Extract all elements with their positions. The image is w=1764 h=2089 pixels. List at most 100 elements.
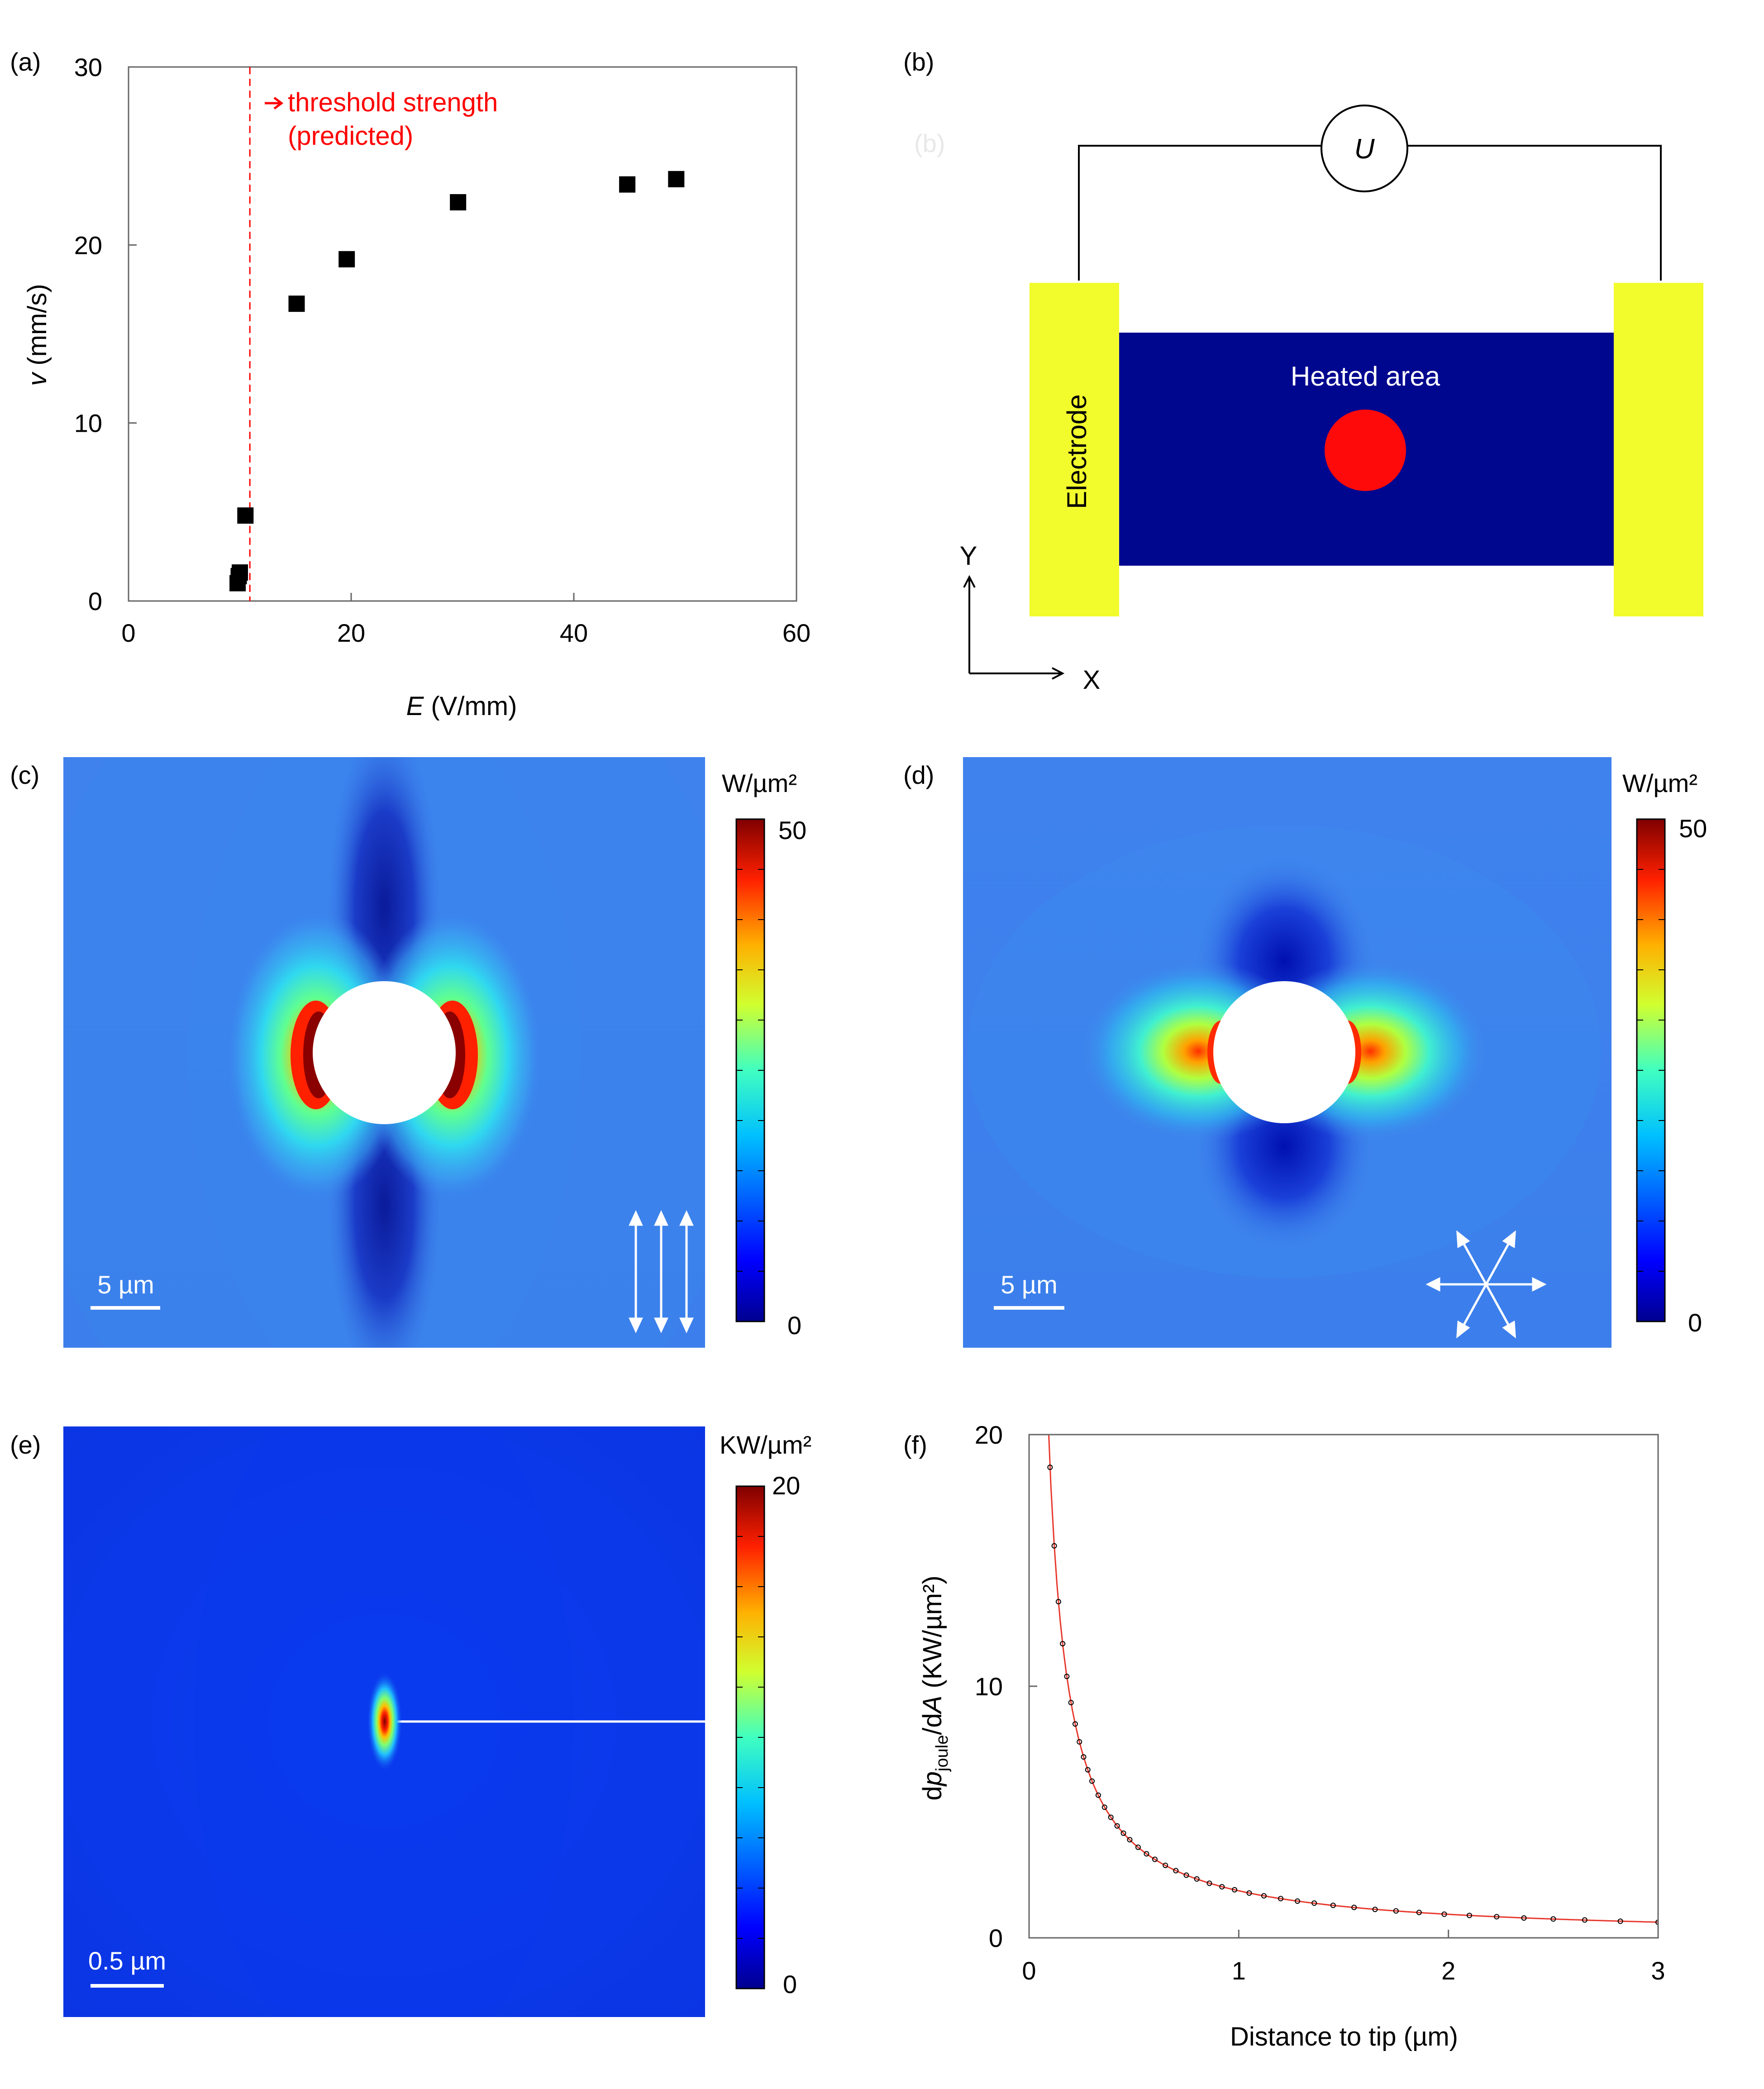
x-tick-label: 0 bbox=[1022, 1956, 1036, 1985]
colorbar-min: 0 bbox=[783, 1970, 797, 1998]
data-point bbox=[1085, 1767, 1091, 1773]
data-point bbox=[232, 564, 248, 581]
panel-f-plot-frame bbox=[1028, 1434, 1659, 1939]
y-tick-label: 10 bbox=[975, 1672, 1003, 1701]
data-point bbox=[1261, 1893, 1267, 1899]
heated-area-spot bbox=[1325, 410, 1406, 491]
panel-a-y-ticks: 0 10 20 30 bbox=[74, 53, 137, 615]
colorbar-unit: KW/µm² bbox=[720, 1431, 811, 1459]
panel-d-field-map: (d) 5 µm W/µm² 50 0 bbox=[903, 757, 1707, 1348]
data-point bbox=[1051, 1543, 1057, 1549]
fit-curve bbox=[1048, 1435, 1658, 1923]
colorbar-ticks bbox=[1637, 869, 1665, 1272]
data-point bbox=[1135, 1844, 1141, 1850]
colorbar-min: 0 bbox=[1688, 1308, 1702, 1337]
data-point bbox=[1068, 1700, 1074, 1706]
inclusion-particle bbox=[313, 981, 456, 1124]
panel-d-heatmap bbox=[963, 757, 1611, 1348]
scalebar-label: 5 µm bbox=[97, 1270, 154, 1299]
data-point bbox=[1246, 1890, 1252, 1896]
data-point bbox=[1550, 1916, 1556, 1922]
axis-x-label: X bbox=[1083, 665, 1101, 695]
panel-a-label: (a) bbox=[10, 48, 41, 76]
colorbar-min: 0 bbox=[787, 1311, 801, 1340]
colorbar-ticks bbox=[736, 1536, 764, 1939]
voltage-source-symbol bbox=[1321, 105, 1408, 192]
data-point bbox=[1173, 1868, 1179, 1874]
data-point bbox=[1095, 1792, 1101, 1798]
x-tick-label: 60 bbox=[782, 619, 810, 647]
data-point bbox=[1081, 1754, 1087, 1760]
data-point bbox=[1144, 1851, 1149, 1857]
data-point bbox=[1311, 1900, 1317, 1906]
data-point bbox=[1120, 1830, 1126, 1836]
axis-y-label: Y bbox=[960, 541, 977, 571]
data-point bbox=[1127, 1837, 1133, 1843]
panel-d-label: (d) bbox=[903, 761, 934, 789]
panel-a-x-axis-label: E (V/mm) bbox=[406, 692, 517, 721]
panel-b-ghost-label: (b) bbox=[914, 129, 945, 157]
scalebar-label: 5 µm bbox=[1001, 1270, 1058, 1299]
data-point bbox=[1617, 1918, 1623, 1924]
x-tick-label: 2 bbox=[1441, 1956, 1455, 1985]
data-point bbox=[1152, 1856, 1158, 1862]
panel-f-y-ticks: 0 10 20 bbox=[975, 1421, 1037, 1952]
panel-c-field-map: (c) 5 µm W/µm² 50 0 bbox=[10, 757, 806, 1348]
data-point bbox=[1521, 1915, 1527, 1921]
data-point bbox=[1194, 1876, 1200, 1882]
data-point bbox=[1072, 1721, 1078, 1727]
data-point bbox=[1114, 1823, 1120, 1829]
panel-a-x-ticks: 0 20 40 60 bbox=[121, 593, 810, 647]
panel-f-y-axis-label: dpjoule/dA (KW/µm²) bbox=[918, 1575, 952, 1800]
threshold-arrow-icon bbox=[265, 97, 284, 110]
colorbar-ticks bbox=[736, 869, 764, 1272]
data-point bbox=[1655, 1919, 1658, 1925]
data-point bbox=[1163, 1862, 1168, 1868]
data-point bbox=[1372, 1907, 1378, 1913]
panel-b-schematic: (b) (b) U Heated area Electrode Y X bbox=[903, 48, 1703, 695]
data-point bbox=[1330, 1903, 1336, 1908]
data-point bbox=[1077, 1739, 1082, 1745]
data-point bbox=[237, 507, 254, 524]
data-point bbox=[668, 171, 685, 187]
y-tick-label: 10 bbox=[74, 409, 102, 438]
panel-c-heatmap bbox=[63, 757, 705, 1348]
threshold-annotation-line2: (predicted) bbox=[288, 121, 413, 151]
panel-f-label: (f) bbox=[903, 1431, 927, 1459]
data-point bbox=[1183, 1872, 1189, 1878]
panel-a-y-axis-label: v (mm/s) bbox=[23, 284, 52, 386]
data-point bbox=[338, 251, 355, 267]
electrode-left bbox=[1030, 283, 1119, 616]
y-tick-label: 0 bbox=[989, 1924, 1003, 1952]
data-point bbox=[1108, 1814, 1114, 1820]
panel-f-x-axis-label: Distance to tip (µm) bbox=[1230, 2022, 1458, 2051]
electrode-right bbox=[1614, 283, 1703, 616]
panel-f-curve-area bbox=[1047, 1435, 1658, 1925]
axes-arrows-icon bbox=[963, 575, 1065, 680]
x-tick-label: 0 bbox=[121, 619, 135, 647]
data-point bbox=[1494, 1914, 1500, 1920]
x-tick-label: 20 bbox=[337, 619, 365, 647]
y-tick-label: 30 bbox=[74, 53, 102, 81]
data-point bbox=[1055, 1599, 1061, 1605]
panel-e-label: (e) bbox=[10, 1431, 41, 1459]
data-point bbox=[1441, 1911, 1447, 1917]
panel-a-plot-frame bbox=[128, 66, 797, 602]
data-point bbox=[1089, 1778, 1095, 1784]
data-point bbox=[1047, 1464, 1053, 1470]
y-tick-label: 0 bbox=[88, 587, 102, 615]
data-point bbox=[1101, 1804, 1107, 1810]
y-tick-label: 20 bbox=[74, 231, 102, 259]
panel-f-line-chart: (f) 0 10 20 0 1 2 3 Distance to tip (µm) dpjo… bbox=[903, 1421, 1665, 2051]
data-point bbox=[1278, 1896, 1283, 1902]
data-point bbox=[1064, 1674, 1070, 1679]
x-tick-label: 40 bbox=[560, 619, 588, 647]
colorbar-unit: W/µm² bbox=[1622, 769, 1697, 797]
scalebar-label: 0.5 µm bbox=[88, 1946, 166, 1975]
circuit-wire-left bbox=[1078, 145, 1321, 281]
colorbar-unit: W/µm² bbox=[722, 769, 797, 797]
circuit-wire-right bbox=[1407, 145, 1662, 281]
data-point bbox=[1416, 1909, 1422, 1915]
colorbar-max: 50 bbox=[778, 816, 806, 844]
electrode-label: Electrode bbox=[1062, 394, 1092, 509]
